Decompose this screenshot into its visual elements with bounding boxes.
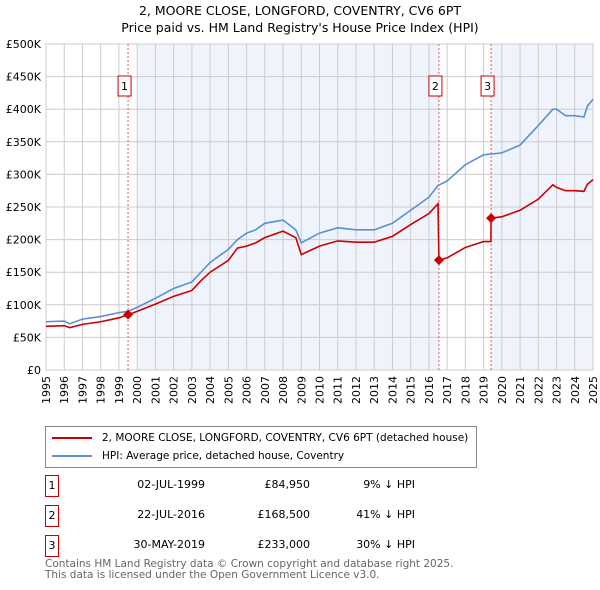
x-tick-label: 2006: [241, 376, 254, 404]
x-tick-label: 1999: [113, 376, 126, 404]
legend-swatch-blue: [52, 455, 92, 457]
x-tick-label: 2002: [168, 376, 181, 404]
sale-date: 02-JUL-1999: [137, 478, 205, 491]
x-tick-label: 1996: [58, 376, 71, 404]
sale-point: [123, 309, 134, 320]
x-tick-label: 2001: [149, 376, 162, 404]
chart-title: 2, MOORE CLOSE, LONGFORD, COVENTRY, CV6 …: [0, 2, 600, 36]
sale-hpi-diff: 30% ↓ HPI: [356, 538, 415, 551]
legend-item-hpi: HPI: Average price, detached house, Cove…: [52, 447, 344, 465]
legend: 2, MOORE CLOSE, LONGFORD, COVENTRY, CV6 …: [45, 426, 477, 468]
property-price-line: [45, 179, 594, 329]
sale-marker-box: [117, 75, 132, 97]
y-tick-label: £350K: [6, 136, 42, 149]
sale-hpi-diff: 41% ↓ HPI: [356, 508, 415, 521]
x-tick-label: 2009: [295, 376, 308, 404]
y-tick-label: £150K: [6, 266, 42, 279]
sale-number-badge: 3: [45, 535, 59, 557]
hpi-line: [45, 98, 594, 325]
x-tick-label: 2011: [332, 376, 345, 404]
x-tick-label: 2013: [368, 376, 381, 404]
sale-row: 3 30-MAY-2019 £233,000 30% ↓ HPI: [45, 535, 445, 557]
x-tick-label: 2015: [405, 376, 418, 404]
x-tick-label: 1998: [95, 376, 108, 404]
sale-marker-number: 2: [432, 80, 439, 93]
footer-line: This data is licensed under the Open Gov…: [45, 569, 380, 581]
sale-date: 22-JUL-2016: [137, 508, 205, 521]
sale-price: £233,000: [257, 538, 311, 551]
plot-border: [45, 43, 594, 371]
x-tick-label: 2005: [222, 376, 235, 404]
y-tick-label: £300K: [6, 168, 42, 181]
x-tick-label: 2023: [551, 376, 564, 404]
sale-price: £84,950: [264, 478, 311, 491]
x-tick-label: 2012: [350, 376, 363, 404]
sale-price: £168,500: [257, 508, 311, 521]
x-tick-label: 2018: [459, 376, 472, 404]
sale-point: [433, 255, 444, 266]
price-chart: 1995 1996 1997 1998 1999 2000 2001 2002 2003 2004…: [6, 38, 600, 404]
subtitle-line: Price paid vs. HM Land Registry's House …: [121, 20, 479, 35]
footer-line: Contains HM Land Registry data © Crown c…: [45, 558, 454, 570]
x-tick-label: 2016: [423, 376, 436, 404]
y-tick-label: £450K: [6, 71, 42, 84]
y-tick-label: £400K: [6, 103, 42, 116]
x-tick-label: 2025: [587, 376, 600, 404]
x-tick-label: 2014: [386, 376, 399, 404]
x-tick-label: 2017: [441, 376, 454, 404]
x-tick-label: 2000: [131, 376, 144, 404]
x-tick-label: 2019: [478, 376, 491, 404]
sale-marker-number: 3: [484, 80, 491, 93]
x-tick-label: 2010: [314, 376, 327, 404]
x-tick-label: 1995: [40, 376, 53, 404]
sale-marker-box: [428, 75, 443, 97]
sale-marker-number: 1: [121, 80, 128, 93]
sale-point: [486, 213, 497, 224]
legend-label: HPI: Average price, detached house, Cove…: [102, 450, 345, 462]
x-tick-label: 2020: [496, 376, 509, 404]
x-tick-label: 2008: [277, 376, 290, 404]
x-tick-label: 1997: [76, 376, 89, 404]
y-tick-label: £250K: [6, 201, 42, 214]
x-tick-label: 2007: [259, 376, 272, 404]
x-tick-label: 2021: [514, 376, 527, 404]
y-tick-label: £500K: [6, 38, 42, 51]
sale-number-badge: 2: [45, 505, 59, 527]
x-tick-label: 2024: [569, 376, 582, 404]
sale-marker-box: [480, 75, 495, 97]
sale-date: 30-MAY-2019: [133, 538, 205, 551]
x-tick-label: 2003: [186, 376, 199, 404]
sale-number-badge: 1: [45, 475, 59, 497]
y-tick-label: £0: [27, 364, 41, 377]
title-line: 2, MOORE CLOSE, LONGFORD, COVENTRY, CV6 …: [138, 3, 462, 18]
footer: Contains HM Land Registry data © Crown c…: [45, 559, 453, 581]
x-tick-label: 2022: [532, 376, 545, 404]
x-tick-label: 2004: [204, 376, 217, 404]
sale-row: 1 02-JUL-1999 £84,950 9% ↓ HPI: [45, 475, 445, 497]
legend-item-property: 2, MOORE CLOSE, LONGFORD, COVENTRY, CV6 …: [52, 429, 468, 447]
y-tick-label: £50K: [13, 331, 42, 344]
sale-row: 2 22-JUL-2016 £168,500 41% ↓ HPI: [45, 505, 445, 527]
y-tick-label: £100K: [6, 299, 42, 312]
y-tick-label: £200K: [6, 234, 42, 247]
legend-label: 2, MOORE CLOSE, LONGFORD, COVENTRY, CV6 …: [102, 432, 469, 444]
legend-swatch-red: [52, 437, 92, 439]
sale-hpi-diff: 9% ↓ HPI: [363, 478, 415, 491]
